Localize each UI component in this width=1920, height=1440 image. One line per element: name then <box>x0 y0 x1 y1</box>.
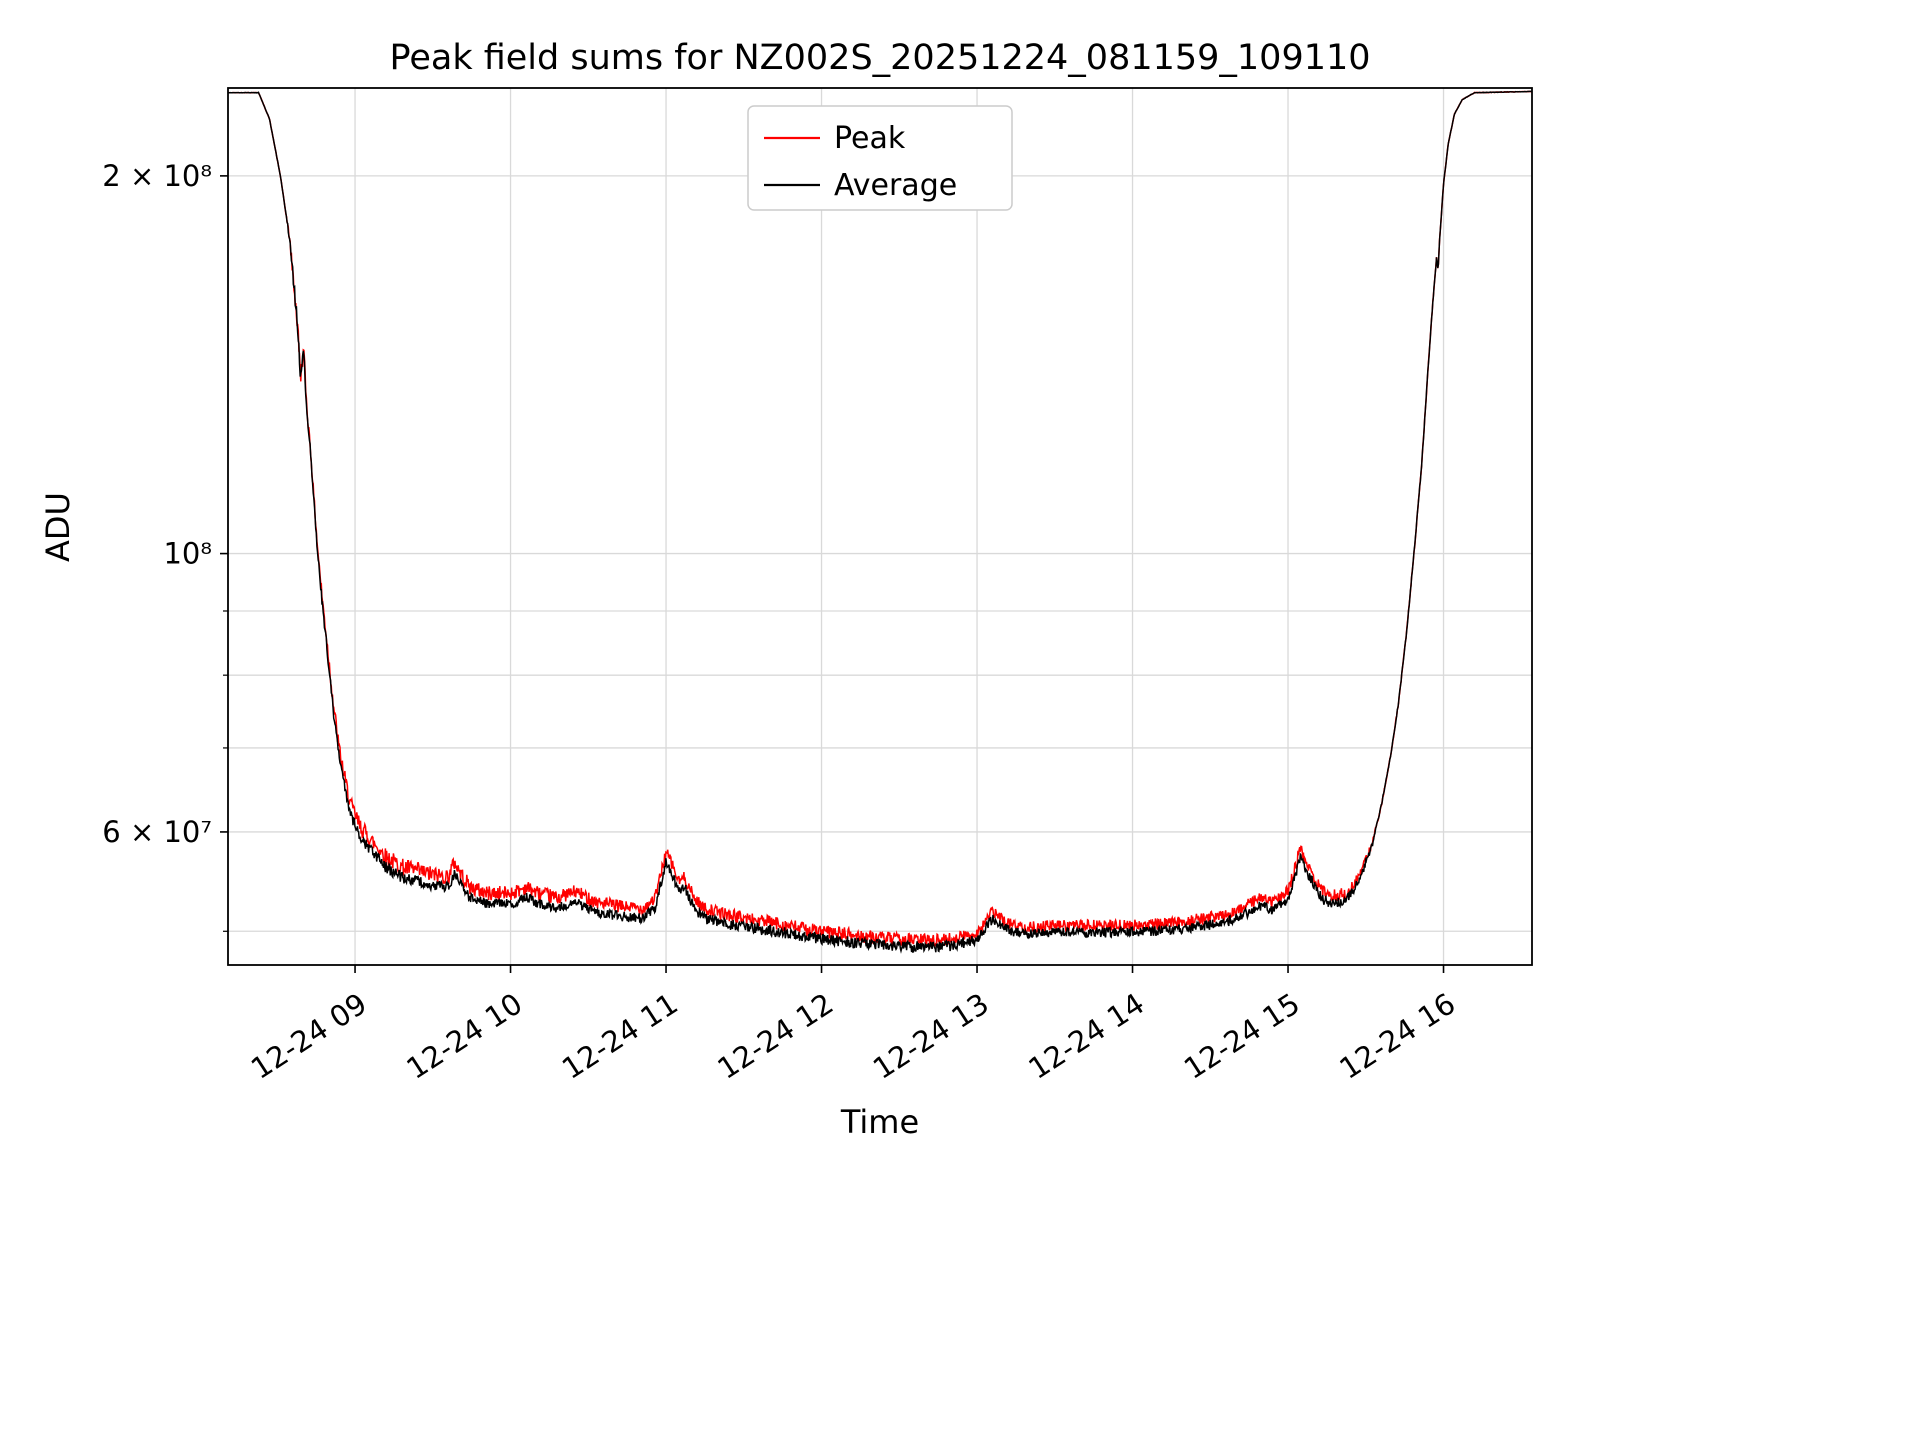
x-tick-label: 12-24 14 <box>1022 986 1150 1086</box>
legend-label-peak: Peak <box>834 121 906 156</box>
x-axis-ticks: 12-24 09 12-24 10 12-24 11 12-24 12 12-24 13… <box>245 965 1461 1086</box>
gridlines <box>228 88 1532 965</box>
series-peak-line <box>228 90 1532 947</box>
legend-label-average: Average <box>834 168 957 203</box>
x-axis-label: Time <box>840 1103 920 1141</box>
x-tick-label: 12-24 16 <box>1333 986 1461 1086</box>
x-tick-label: 12-24 10 <box>400 986 528 1086</box>
y-tick-label: 6 × 10⁷ <box>102 815 212 849</box>
x-tick-label: 12-24 15 <box>1178 986 1306 1086</box>
x-tick-label: 12-24 09 <box>245 986 373 1086</box>
x-tick-label: 12-24 12 <box>711 986 839 1086</box>
chart-title: Peak field sums for NZ002S_20251224_0811… <box>389 38 1371 78</box>
x-tick-label: 12-24 11 <box>556 986 684 1086</box>
series-average-line <box>228 90 1532 954</box>
axes-spines <box>227 87 1533 966</box>
y-tick-label: 10⁸ <box>163 537 212 571</box>
legend: Peak Average <box>747 105 1013 211</box>
y-tick-label: 2 × 10⁸ <box>102 159 212 193</box>
x-tick-label: 12-24 13 <box>867 986 995 1086</box>
y-axis-ticks: 2 × 10⁸ 10⁸ 6 × 10⁷ <box>102 159 228 932</box>
